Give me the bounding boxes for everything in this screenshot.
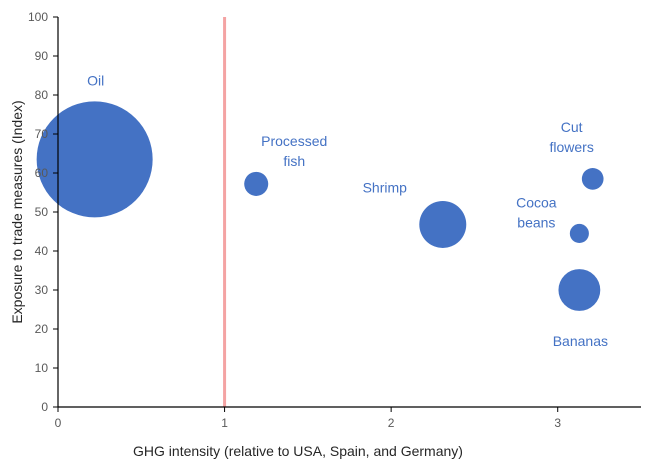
bubble-label: Bananas [553, 333, 608, 349]
y-tick-label: 100 [28, 10, 48, 24]
bubble-label: Shrimp [363, 179, 408, 195]
x-axis-title: GHG intensity (relative to USA, Spain, a… [133, 443, 463, 459]
bubble-label: flowers [550, 139, 594, 155]
y-tick-label: 90 [35, 49, 49, 63]
y-tick-label: 10 [35, 361, 49, 375]
y-tick-label: 40 [35, 244, 49, 258]
bubble-cut-flowers [581, 167, 604, 190]
bubble-label: Cut [561, 119, 583, 135]
bubble-label: Oil [87, 72, 104, 88]
bubble-label: beans [517, 214, 555, 230]
y-tick-label: 30 [35, 283, 49, 297]
bubble-label: fish [283, 153, 305, 169]
bubble-processed-fish [244, 171, 269, 196]
bubble-bananas [558, 269, 601, 311]
y-tick-label: 80 [35, 88, 49, 102]
bubble-label: Cocoa [516, 194, 557, 210]
bubble-label: Processed [261, 133, 327, 149]
bubble-oil [36, 101, 153, 218]
x-tick-label: 3 [554, 416, 561, 430]
x-tick-label: 2 [388, 416, 395, 430]
y-tick-label: 60 [35, 166, 49, 180]
y-tick-label: 20 [35, 322, 49, 336]
y-tick-label: 0 [41, 400, 48, 414]
y-axis-title: Exposure to trade measures (Index) [9, 100, 25, 323]
y-tick-label: 70 [35, 127, 49, 141]
y-tick-label: 50 [35, 205, 49, 219]
bubble-cocoa-beans [569, 223, 589, 243]
axes: 0 10 20 30 40 50 60 70 80 90 100 0 1 2 3 [28, 10, 641, 430]
bubble-labels: Oil Processed fish Shrimp Cut flowers Cocoa bea… [87, 72, 608, 349]
x-tick-label: 0 [55, 416, 62, 430]
x-tick-label: 1 [221, 416, 228, 430]
bubbles [36, 101, 604, 311]
bubble-shrimp [419, 200, 467, 248]
